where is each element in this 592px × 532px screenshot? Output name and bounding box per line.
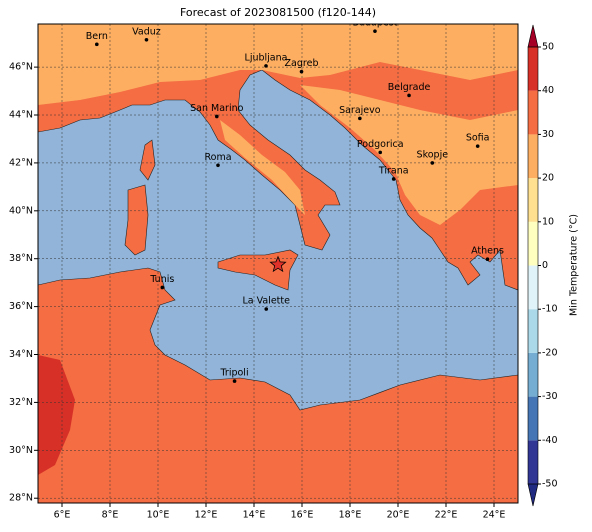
city-label: La Valette bbox=[242, 296, 290, 307]
lat-tick-label: 36°N bbox=[9, 301, 33, 312]
colorbar-band bbox=[528, 90, 538, 135]
city-label: Athens bbox=[471, 246, 504, 257]
europe-land bbox=[38, 24, 518, 291]
lat-tick-label: 46°N bbox=[9, 62, 33, 73]
lon-tick-label: 16°E bbox=[291, 510, 314, 521]
lat-tick-label: 40°N bbox=[9, 205, 33, 216]
colorbar-tick-label: -30 bbox=[542, 391, 558, 402]
city-label: Tirana bbox=[378, 165, 409, 176]
city-label: Bern bbox=[86, 31, 108, 42]
colorbar-tick-label: -40 bbox=[542, 435, 558, 446]
colorbar-band bbox=[528, 440, 538, 484]
colorbar-tick-label: 10 bbox=[542, 216, 554, 227]
axes: 6°E 8°E 10°E 12°E 14°E 16°E 18°E 20°E 22°E 24°E 28… bbox=[9, 62, 505, 521]
city-marker bbox=[485, 257, 490, 261]
lat-tick-label: 28°N bbox=[9, 493, 33, 504]
lon-tick-label: 18°E bbox=[339, 510, 362, 521]
colorbar-tick-label: -10 bbox=[542, 304, 558, 315]
map-frame bbox=[37, 23, 519, 504]
lon-tick-label: 24°E bbox=[483, 510, 506, 521]
city-label: Tripoli bbox=[220, 368, 249, 379]
star-marker bbox=[269, 255, 287, 273]
lat-tick-label: 32°N bbox=[9, 397, 33, 408]
city-marker bbox=[378, 150, 383, 155]
city-marker bbox=[391, 177, 396, 181]
city-marker bbox=[215, 114, 219, 119]
lon-tick-label: 20°E bbox=[387, 510, 410, 521]
lon-tick-label: 14°E bbox=[243, 510, 266, 521]
colorbar-over bbox=[527, 24, 539, 48]
colorbar-tick-label: -50 bbox=[542, 479, 558, 490]
city-label: Belgrade bbox=[388, 82, 431, 93]
city-marker bbox=[373, 29, 377, 33]
colorbar-tick-label: 20 bbox=[542, 173, 554, 184]
colorbar: -50 -40 -30 -20 -10 0 10 20 30 40 50 bbox=[527, 24, 558, 507]
city-marker bbox=[160, 285, 165, 290]
sardinia bbox=[124, 184, 149, 256]
city-label: Skopje bbox=[417, 149, 449, 160]
lon-tick-label: 8°E bbox=[102, 510, 119, 521]
balkans-region bbox=[300, 85, 518, 225]
colorbar-tick-label: 30 bbox=[542, 129, 554, 140]
colorbar-tick-label: 40 bbox=[542, 85, 554, 96]
colorbar-band bbox=[528, 221, 538, 266]
colorbar-band bbox=[528, 47, 538, 91]
colorbar-label: Min Temperature (°C) bbox=[569, 214, 580, 316]
lat-tick-label: 44°N bbox=[9, 110, 33, 121]
lon-tick-label: 12°E bbox=[195, 510, 218, 521]
colorbar-band bbox=[528, 352, 538, 397]
city-label: Ljubljana bbox=[245, 52, 288, 63]
city-label: Sofia bbox=[466, 133, 490, 144]
lon-tick-label: 10°E bbox=[147, 510, 170, 521]
city-marker bbox=[299, 69, 304, 74]
city-marker bbox=[232, 379, 237, 383]
colorbar-tick-label: 0 bbox=[542, 260, 548, 271]
colorbar-band bbox=[528, 309, 538, 353]
colorbar-band bbox=[528, 265, 538, 310]
colorbar-under bbox=[527, 483, 539, 507]
city-marker bbox=[264, 64, 268, 68]
city-label: Vaduz bbox=[132, 26, 161, 37]
city-label: Zagreb bbox=[285, 58, 319, 69]
city-marker bbox=[430, 161, 435, 165]
city-label: San Marino bbox=[190, 103, 243, 114]
lat-tick-label: 34°N bbox=[9, 349, 33, 360]
colorbar-band bbox=[528, 396, 538, 441]
city-label: Roma bbox=[204, 152, 231, 163]
apennines-region bbox=[220, 120, 305, 215]
city-marker bbox=[264, 307, 269, 311]
hot-region bbox=[38, 355, 75, 475]
city-marker bbox=[407, 93, 411, 98]
city-marker bbox=[475, 144, 480, 148]
city-marker bbox=[144, 38, 149, 42]
city-label: Budapest bbox=[352, 18, 397, 29]
lat-tick-label: 42°N bbox=[9, 157, 33, 168]
lat-tick-label: 38°N bbox=[9, 253, 33, 264]
city-marker bbox=[216, 163, 220, 168]
colorbar-band bbox=[528, 134, 538, 179]
lon-tick-label: 22°E bbox=[435, 510, 458, 521]
lon-tick-label: 6°E bbox=[54, 510, 71, 521]
colorbar-tick-label: -20 bbox=[542, 347, 558, 358]
city-label: Tunis bbox=[149, 274, 174, 285]
colorbar-tick-label: 50 bbox=[542, 42, 554, 53]
city-marker bbox=[358, 116, 362, 121]
lat-tick-label: 30°N bbox=[9, 445, 33, 456]
city-label: Sarajevo bbox=[339, 105, 381, 116]
city-marker bbox=[95, 42, 99, 47]
title: Forecast of 2023081500 (f120-144) bbox=[180, 6, 376, 19]
city-label: Podgorica bbox=[357, 139, 404, 150]
colorbar-band bbox=[528, 178, 538, 222]
corsica bbox=[139, 139, 156, 181]
